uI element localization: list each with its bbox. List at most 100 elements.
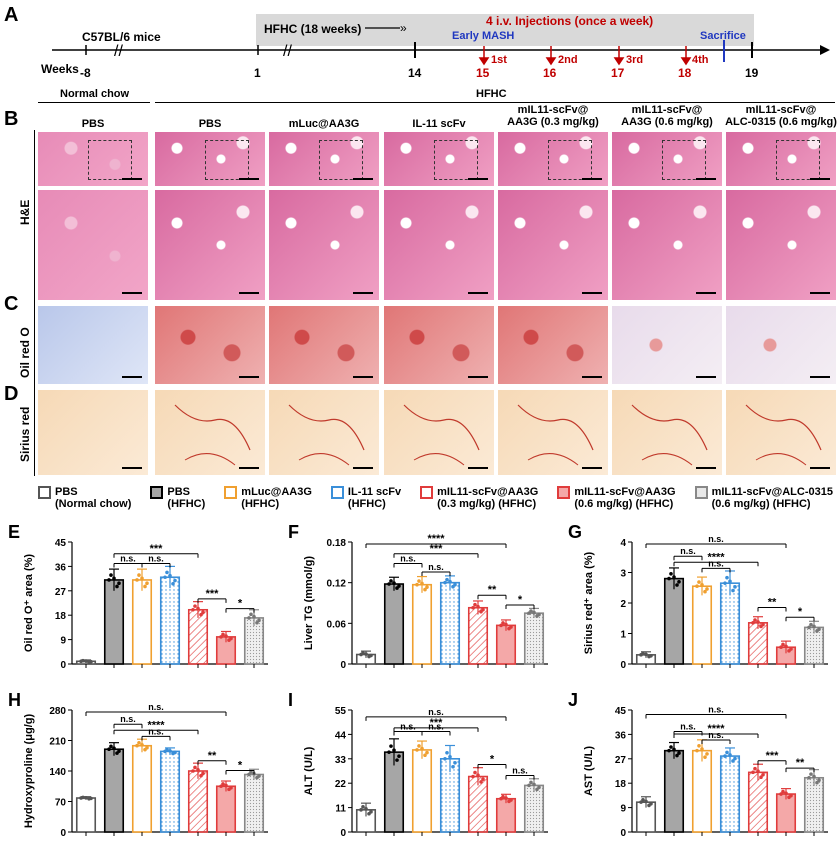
y-tick-label: 36 [55,562,67,573]
bar [663,749,685,833]
sig-label: ** [488,584,497,596]
data-point [392,748,396,752]
y-tick-label: 4 [620,538,626,549]
svg-text://: // [283,43,292,60]
legend-sublabel: (0.3 mg/kg) (HFHC) [437,498,537,510]
bar [523,612,545,665]
scale-bar [810,467,830,469]
column-title: IL-11 scFv [380,118,498,130]
scale-bar [810,292,830,294]
data-point [221,782,225,786]
data-point [781,789,785,794]
micrograph-tile [612,306,722,384]
data-point [137,740,141,745]
y-tick-label: 0 [60,828,66,839]
fibrosis-strands [631,404,708,466]
data-point [672,747,676,752]
data-point [733,756,737,761]
scale-bar [582,467,602,469]
panel-label: F [288,522,299,542]
legend-label: mIL11-scFv@AA3G [437,486,539,498]
row-divider [34,130,35,476]
data-point [135,743,139,748]
sig-label: * [490,753,495,765]
data-point [443,757,447,761]
legend-sublabel: (HFHC) [347,498,386,510]
data-point [481,777,485,782]
data-point [196,768,200,772]
micrograph-tile [498,390,608,475]
normal-chow-line [38,102,150,103]
data-point [255,620,259,625]
data-point [415,748,419,752]
legend-label: PBS [55,486,78,498]
sig-label: n.s. [148,554,164,564]
data-point [695,584,699,589]
week-tick: 1 [254,66,261,80]
panel-label-c: C [4,293,19,315]
data-point [703,755,707,759]
data-point [84,796,88,800]
data-point [453,760,457,765]
data-point [817,778,821,783]
scale-bar [239,376,259,378]
data-point [227,787,231,792]
micrograph-tile [269,390,379,475]
column-title-line1: mIL11-scFv@ [631,104,703,116]
column-title-line2: IL-11 scFv [412,118,466,130]
legend-swatch [38,486,51,499]
data-point [787,649,791,653]
data-point [387,582,391,586]
fibrosis-strands [517,404,594,466]
data-point [171,581,175,586]
data-point [221,632,225,637]
scale-bar [122,467,142,469]
data-point [389,579,393,583]
data-point [448,579,452,584]
sig-label: * [238,760,243,772]
micrograph-tile [38,306,148,384]
data-point [135,578,139,582]
data-point [445,577,449,582]
data-point [784,644,788,649]
scale-bar [582,178,602,180]
scale-bar [696,467,716,469]
data-point [140,576,144,581]
scale-bar [582,376,602,378]
dose-label: 4th [692,54,709,66]
data-point [143,584,147,589]
micrograph-tile [384,306,494,384]
data-point [87,660,91,664]
data-point [675,753,679,758]
data-point [81,795,85,800]
micrograph-tile [384,390,494,475]
y-tick-label: 280 [49,706,66,717]
micrograph-tile [155,190,265,300]
data-point [529,780,533,785]
data-point [423,587,427,592]
column-title-line2: PBS [81,118,105,130]
data-point [201,610,205,615]
data-point [171,751,175,756]
data-point [199,612,203,617]
data-point [415,582,419,587]
data-point [723,754,727,758]
data-point [425,750,429,755]
data-point [255,775,259,780]
bar [131,579,153,665]
micrograph-tile [726,190,836,300]
micrograph-tile [612,190,722,300]
column-title-line1: mIL11-scFv@ [745,104,817,116]
data-point [359,808,363,812]
data-point [199,773,203,778]
y-tick-label: 22 [335,779,347,790]
svg-text:»: » [400,21,407,35]
timeline-svg: // // » [52,14,830,66]
dose-label: 2nd [558,54,578,66]
data-point [137,573,141,577]
data-point [107,578,111,582]
bar [159,576,181,665]
y-tick-label: 0.12 [327,579,347,590]
data-point [249,770,253,774]
